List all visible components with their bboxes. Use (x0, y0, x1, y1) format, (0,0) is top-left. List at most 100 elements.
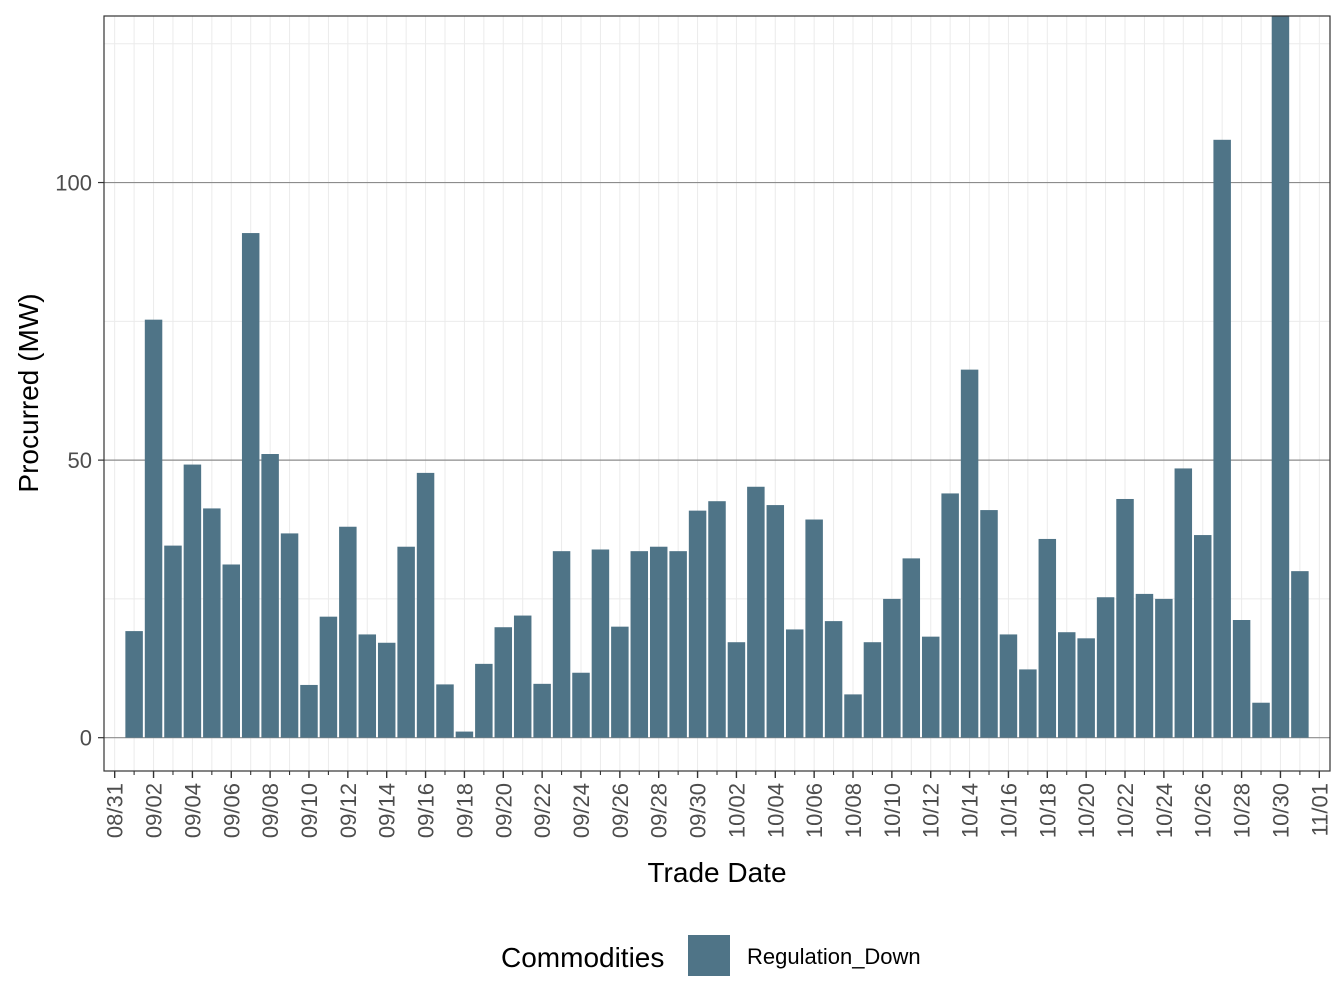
x-tick-label: 09/22 (530, 783, 555, 838)
bar-10-02 (727, 642, 746, 738)
bar-09-20 (494, 627, 513, 738)
x-tick-label: 09/20 (491, 783, 516, 838)
bar-10-24 (1155, 598, 1173, 738)
bar-09-17 (436, 684, 454, 738)
bar-09-09 (280, 533, 299, 738)
bar-09-29 (669, 551, 687, 738)
bar-09-24 (572, 672, 590, 738)
x-tick-label: 10/30 (1268, 783, 1293, 838)
legend: Commodities Regulation_Down (501, 935, 921, 976)
bar-10-15 (980, 510, 998, 738)
x-tick-label: 10/18 (1035, 783, 1060, 838)
bar-09-22 (533, 683, 551, 738)
bar-10-05 (785, 629, 804, 738)
bar-09-04 (183, 464, 202, 738)
bar-10-19 (1057, 632, 1076, 738)
x-tick-label: 10/10 (880, 783, 905, 838)
bar-10-14 (960, 369, 979, 738)
legend-title: Commodities (501, 942, 664, 973)
bar-09-06 (222, 564, 241, 738)
bar-10-21 (1096, 597, 1115, 738)
x-tick-label: 10/20 (1074, 783, 1099, 838)
x-tick-label: 09/14 (375, 783, 400, 838)
bar-10-06 (805, 519, 823, 738)
bar-09-30 (688, 510, 707, 738)
x-tick-label: 09/30 (686, 783, 711, 838)
x-tick-label: 09/18 (452, 783, 477, 838)
bar-09-08 (261, 454, 279, 738)
bar-09-15 (397, 546, 415, 738)
y-tick-label: 0 (80, 726, 92, 751)
bar-10-01 (708, 501, 726, 738)
x-tick-label: 11/01 (1307, 783, 1332, 836)
bar-09-25 (591, 549, 610, 738)
x-tick-label: 09/04 (180, 783, 205, 838)
bar-10-04 (766, 505, 785, 738)
x-tick-label: 09/26 (608, 783, 633, 838)
bar-10-27 (1213, 139, 1231, 738)
x-tick-label: 10/02 (724, 783, 749, 838)
bar-09-26 (611, 626, 629, 738)
x-axis-title: Trade Date (647, 857, 786, 888)
bar-10-18 (1038, 538, 1057, 738)
y-tick-label: 50 (68, 448, 92, 473)
x-tick-label: 09/10 (297, 783, 322, 838)
bar-09-02 (144, 319, 163, 738)
bar-10-29 (1252, 702, 1270, 738)
bar-09-19 (475, 663, 493, 738)
legend-label-regulation-down: Regulation_Down (747, 944, 921, 969)
bar-10-12 (921, 636, 940, 738)
bar-10-11 (902, 558, 921, 738)
major-gridlines (104, 181, 1330, 739)
bar-10-07 (824, 621, 843, 738)
bar-10-08 (844, 694, 862, 738)
bar-09-12 (339, 526, 357, 738)
x-tick-label: 09/16 (414, 783, 439, 838)
bar-09-07 (241, 233, 260, 738)
bar-10-13 (941, 493, 959, 738)
bar-09-28 (649, 546, 668, 738)
bar-10-03 (747, 486, 765, 738)
bar-10-22 (1116, 498, 1134, 738)
x-tick-label: 09/08 (258, 783, 283, 838)
bar-10-30 (1271, 15, 1290, 738)
x-tick-label: 10/16 (996, 783, 1021, 838)
x-tick-label: 10/14 (958, 783, 983, 838)
bar-09-14 (377, 642, 396, 738)
y-axis: 0 50 100 (55, 171, 104, 751)
bar-10-28 (1232, 620, 1251, 738)
bar-09-18 (455, 731, 474, 738)
bar-09-01 (125, 631, 143, 738)
bar-09-03 (164, 545, 182, 738)
bar-09-13 (358, 634, 377, 738)
x-tick-label: 08/31 (103, 783, 128, 838)
x-tick-label: 10/04 (763, 783, 788, 838)
x-tick-label: 10/28 (1230, 783, 1255, 838)
bar-10-20 (1077, 638, 1095, 738)
bar-09-23 (552, 551, 571, 738)
x-tick-label: 10/12 (919, 783, 944, 838)
x-tick-label: 10/22 (1113, 783, 1138, 838)
x-tick-label: 10/26 (1191, 783, 1216, 838)
y-axis-title: Procurred (MW) (13, 293, 44, 492)
bar-10-25 (1174, 468, 1193, 738)
bar-09-16 (416, 472, 435, 738)
bar-09-21 (513, 615, 532, 738)
x-tick-label: 10/06 (802, 783, 827, 838)
bars-group (125, 15, 1309, 738)
x-tick-label: 10/08 (841, 783, 866, 838)
bar-10-10 (883, 598, 901, 738)
bar-09-27 (630, 551, 649, 738)
x-tick-label: 09/02 (142, 783, 167, 838)
x-tick-label: 09/12 (336, 783, 361, 838)
bar-10-31 (1291, 571, 1309, 738)
x-tick-label: 10/24 (1152, 783, 1177, 838)
bar-09-05 (203, 508, 221, 738)
bar-10-17 (1019, 669, 1037, 738)
x-axis: 08/31 09/02 09/04 09/06 09/08 09/10 09/12 09/14… (103, 771, 1332, 838)
bar-10-26 (1193, 535, 1212, 738)
bar-09-10 (300, 684, 318, 738)
bar-10-16 (999, 634, 1018, 738)
bar-10-09 (863, 642, 882, 738)
